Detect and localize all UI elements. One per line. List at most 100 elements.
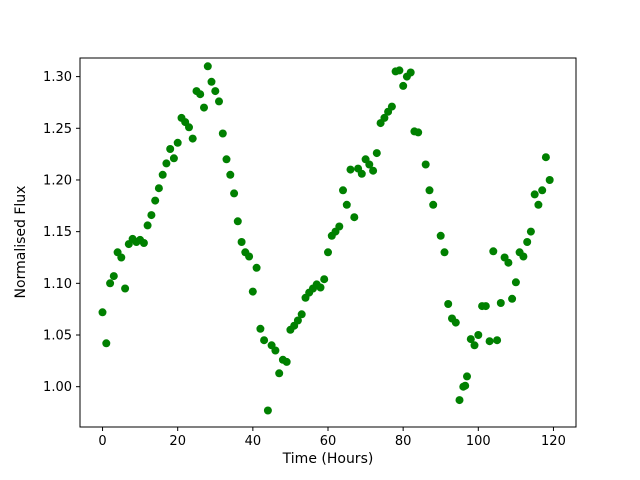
- data-point: [218, 129, 227, 138]
- data-point: [162, 159, 171, 168]
- y-tick-label: 1.25: [43, 122, 72, 137]
- data-point: [102, 339, 111, 348]
- data-point: [440, 248, 449, 257]
- x-tick-label: 40: [245, 434, 262, 449]
- data-point: [350, 213, 359, 222]
- data-point: [256, 324, 265, 333]
- data-point: [200, 103, 208, 112]
- data-point: [372, 149, 381, 158]
- data-point: [158, 170, 167, 179]
- data-point: [451, 318, 460, 327]
- data-point: [342, 200, 351, 209]
- data-point: [335, 222, 344, 231]
- data-point: [519, 252, 528, 261]
- data-point: [425, 186, 434, 195]
- y-tick-label: 1.00: [43, 380, 72, 395]
- data-point: [173, 138, 182, 147]
- y-tick-label: 1.20: [43, 173, 72, 188]
- data-point: [260, 336, 269, 345]
- y-tick-label: 1.30: [43, 70, 72, 85]
- data-point: [143, 221, 152, 230]
- data-point: [271, 346, 280, 355]
- data-point: [248, 287, 257, 296]
- data-point: [474, 331, 483, 339]
- data-point: [233, 217, 242, 226]
- x-tick-label: 80: [395, 434, 412, 449]
- data-point: [470, 341, 479, 350]
- y-axis-title: Normalised Flux: [13, 186, 29, 299]
- data-point: [263, 406, 272, 415]
- data-point: [196, 90, 205, 99]
- y-tick-label: 1.10: [43, 277, 72, 292]
- data-point: [511, 278, 520, 287]
- data-point: [151, 196, 160, 205]
- x-tick-label: 100: [466, 434, 491, 449]
- data-point: [444, 300, 453, 308]
- data-point: [226, 170, 235, 179]
- data-point: [395, 66, 404, 75]
- data-point: [534, 200, 543, 209]
- data-point: [545, 176, 554, 184]
- y-axis-ticks: 1.00 1.05 1.10 1.15 1.20 1.25 1.30: [43, 70, 80, 395]
- data-point: [541, 153, 550, 162]
- data-point: [429, 200, 438, 209]
- y-tick-label: 1.15: [43, 225, 72, 240]
- data-point: [185, 123, 193, 132]
- data-point: [203, 62, 212, 71]
- data-point: [538, 186, 547, 195]
- data-point: [357, 169, 366, 178]
- data-point: [496, 299, 505, 307]
- data-point: [406, 68, 415, 77]
- data-point: [139, 239, 148, 247]
- data-point: [252, 263, 261, 272]
- x-tick-label: 60: [320, 434, 337, 449]
- data-point: [147, 211, 156, 220]
- data-point: [188, 134, 197, 143]
- x-tick-label: 0: [98, 434, 106, 449]
- data-point: [154, 184, 163, 193]
- data-point: [297, 310, 306, 319]
- data-point: [320, 275, 329, 284]
- data-point: [485, 337, 494, 346]
- data-point: [493, 336, 502, 345]
- data-point: [275, 369, 284, 378]
- data-point: [365, 160, 374, 169]
- data-point: [463, 372, 471, 381]
- data-point: [98, 308, 107, 317]
- data-point: [215, 97, 223, 106]
- data-point: [237, 238, 246, 246]
- data-point: [369, 166, 378, 175]
- data-point: [230, 189, 239, 198]
- y-tick-label: 1.05: [43, 329, 72, 344]
- x-tick-label: 120: [541, 434, 566, 449]
- data-point: [121, 284, 130, 293]
- data-point: [282, 357, 291, 366]
- data-point: [436, 231, 445, 240]
- data-point: [414, 128, 423, 137]
- data-point: [523, 238, 532, 246]
- data-point: [399, 81, 408, 90]
- data-point: [316, 283, 325, 292]
- data-point: [106, 279, 115, 288]
- data-point: [526, 227, 535, 236]
- data-point: [109, 272, 118, 281]
- x-axis-title: Time (Hours): [282, 451, 374, 467]
- data-point: [380, 113, 389, 122]
- data-point: [455, 396, 464, 405]
- data-point: [421, 160, 430, 169]
- data-point: [339, 186, 347, 195]
- data-point: [324, 248, 332, 257]
- data-point: [489, 247, 498, 256]
- axes-frame: [79, 57, 577, 428]
- x-tick-label: 20: [169, 434, 186, 449]
- data-points: [98, 62, 554, 415]
- data-point: [461, 381, 470, 390]
- data-point: [346, 165, 355, 174]
- data-point: [207, 77, 216, 86]
- x-axis-ticks: 0 20 40 60 80 100 120: [98, 427, 566, 449]
- data-point: [169, 154, 178, 163]
- data-point: [504, 258, 513, 267]
- data-point: [211, 87, 220, 96]
